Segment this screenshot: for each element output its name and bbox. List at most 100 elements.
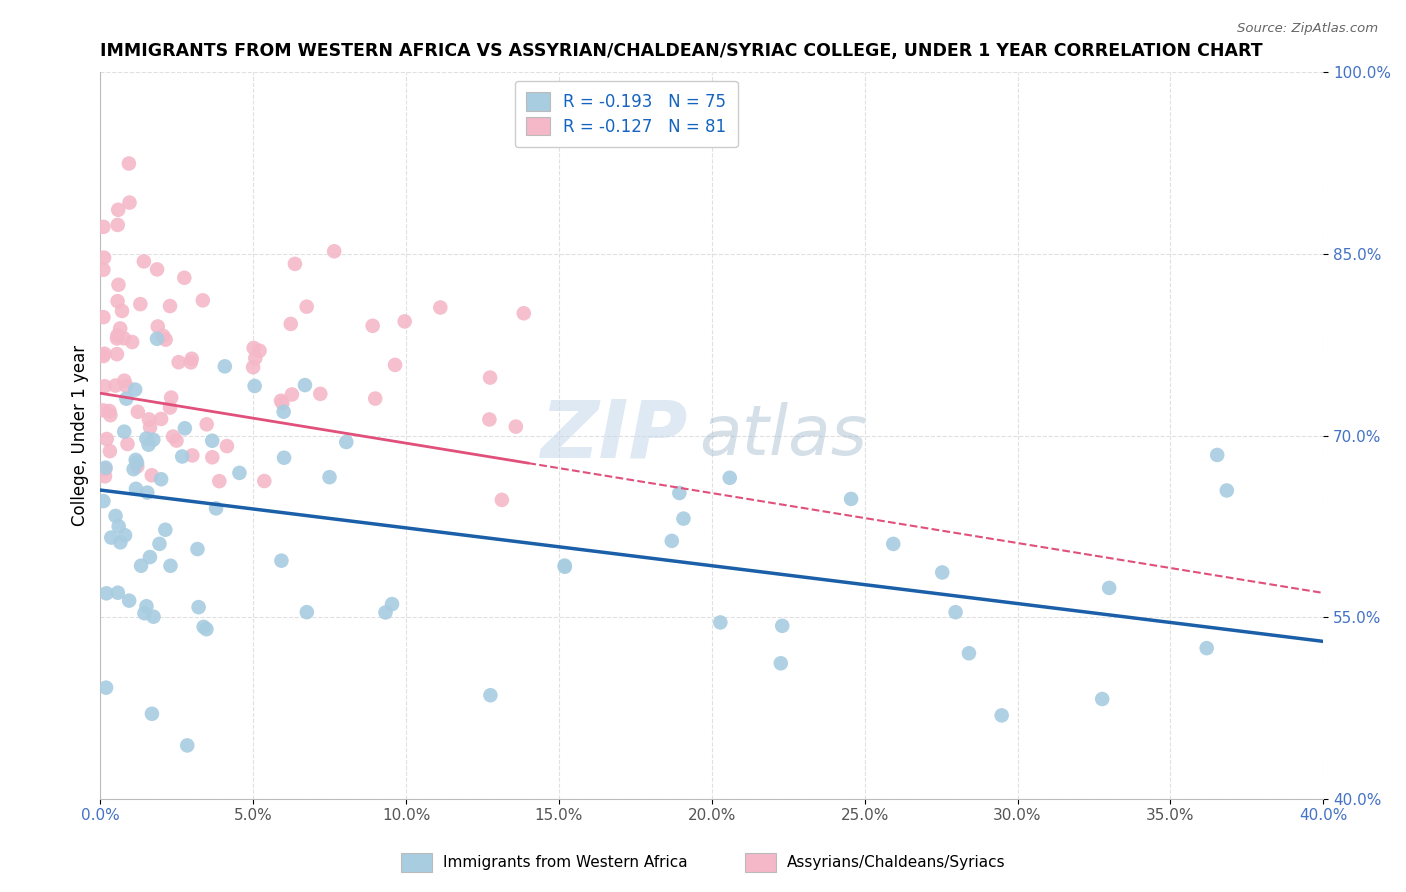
Point: [381, 597, 404, 611]
Point: [208, 474, 231, 488]
Point: [364, 392, 387, 406]
Point: [94, 681, 117, 695]
Text: IMMIGRANTS FROM WESTERN AFRICA VS ASSYRIAN/CHALDEAN/SYRIAC COLLEGE, UNDER 1 YEAR: IMMIGRANTS FROM WESTERN AFRICA VS ASSYRI…: [100, 42, 1263, 60]
Point: [945, 605, 967, 619]
Point: [295, 605, 318, 619]
Point: [273, 450, 295, 465]
Point: [124, 383, 146, 397]
Point: [270, 393, 292, 408]
Point: [394, 314, 416, 328]
Point: [280, 317, 302, 331]
Point: [93, 251, 115, 265]
Point: [125, 453, 148, 467]
Point: [132, 254, 155, 268]
Point: [107, 328, 129, 343]
Point: [150, 412, 173, 426]
Point: [173, 421, 195, 435]
Point: [148, 537, 170, 551]
Point: [1216, 483, 1239, 498]
Point: [146, 332, 169, 346]
Point: [142, 433, 165, 447]
Point: [479, 370, 502, 384]
Y-axis label: College, Under 1 year: College, Under 1 year: [72, 345, 89, 526]
Point: [214, 359, 236, 374]
Point: [249, 343, 271, 358]
Point: [1098, 581, 1121, 595]
Point: [93, 219, 115, 234]
Point: [882, 537, 904, 551]
Point: [839, 491, 862, 506]
Point: [1206, 448, 1229, 462]
Point: [94, 460, 117, 475]
Point: [118, 195, 141, 210]
Point: [155, 333, 177, 347]
Text: atlas: atlas: [700, 402, 868, 469]
Point: [107, 218, 129, 232]
Point: [374, 606, 396, 620]
Point: [361, 318, 384, 333]
Point: [180, 351, 202, 366]
Point: [281, 387, 304, 401]
Point: [479, 688, 502, 702]
Point: [271, 396, 294, 410]
Point: [107, 294, 129, 309]
Point: [96, 586, 118, 600]
Text: Immigrants from Western Africa: Immigrants from Western Africa: [443, 855, 688, 870]
Point: [127, 405, 149, 419]
Point: [159, 299, 181, 313]
Point: [111, 304, 134, 318]
Point: [554, 558, 576, 573]
Point: [990, 708, 1012, 723]
Point: [100, 408, 122, 422]
Point: [195, 622, 218, 636]
Point: [191, 293, 214, 308]
Point: [323, 244, 346, 259]
Point: [180, 355, 202, 369]
Point: [159, 558, 181, 573]
Point: [205, 501, 228, 516]
Text: ZIP: ZIP: [540, 397, 688, 475]
Point: [107, 519, 129, 533]
Point: [93, 379, 115, 393]
Point: [309, 387, 332, 401]
Point: [125, 482, 148, 496]
Point: [129, 297, 152, 311]
Point: [253, 474, 276, 488]
Point: [93, 262, 115, 277]
Point: [167, 355, 190, 369]
Point: [142, 609, 165, 624]
Point: [94, 462, 117, 476]
Point: [125, 455, 148, 469]
Point: [718, 471, 741, 485]
Point: [242, 360, 264, 375]
Point: [134, 607, 156, 621]
Point: [769, 657, 792, 671]
Point: [96, 432, 118, 446]
Point: [135, 599, 157, 614]
Point: [138, 412, 160, 426]
Point: [122, 462, 145, 476]
Point: [318, 470, 340, 484]
Point: [141, 706, 163, 721]
Point: [243, 379, 266, 393]
Point: [1195, 641, 1218, 656]
Point: [107, 277, 129, 292]
Point: [491, 492, 513, 507]
Point: [215, 439, 238, 453]
Point: [146, 262, 169, 277]
Point: [118, 593, 141, 607]
Point: [273, 405, 295, 419]
Point: [118, 156, 141, 170]
Point: [100, 531, 122, 545]
Point: [295, 300, 318, 314]
Point: [93, 310, 115, 325]
Point: [294, 378, 316, 392]
Point: [138, 438, 160, 452]
Point: [335, 435, 357, 450]
Point: [155, 523, 177, 537]
Point: [770, 619, 793, 633]
Point: [931, 566, 953, 580]
Point: [117, 437, 139, 451]
Point: [195, 417, 218, 432]
Point: [957, 646, 980, 660]
